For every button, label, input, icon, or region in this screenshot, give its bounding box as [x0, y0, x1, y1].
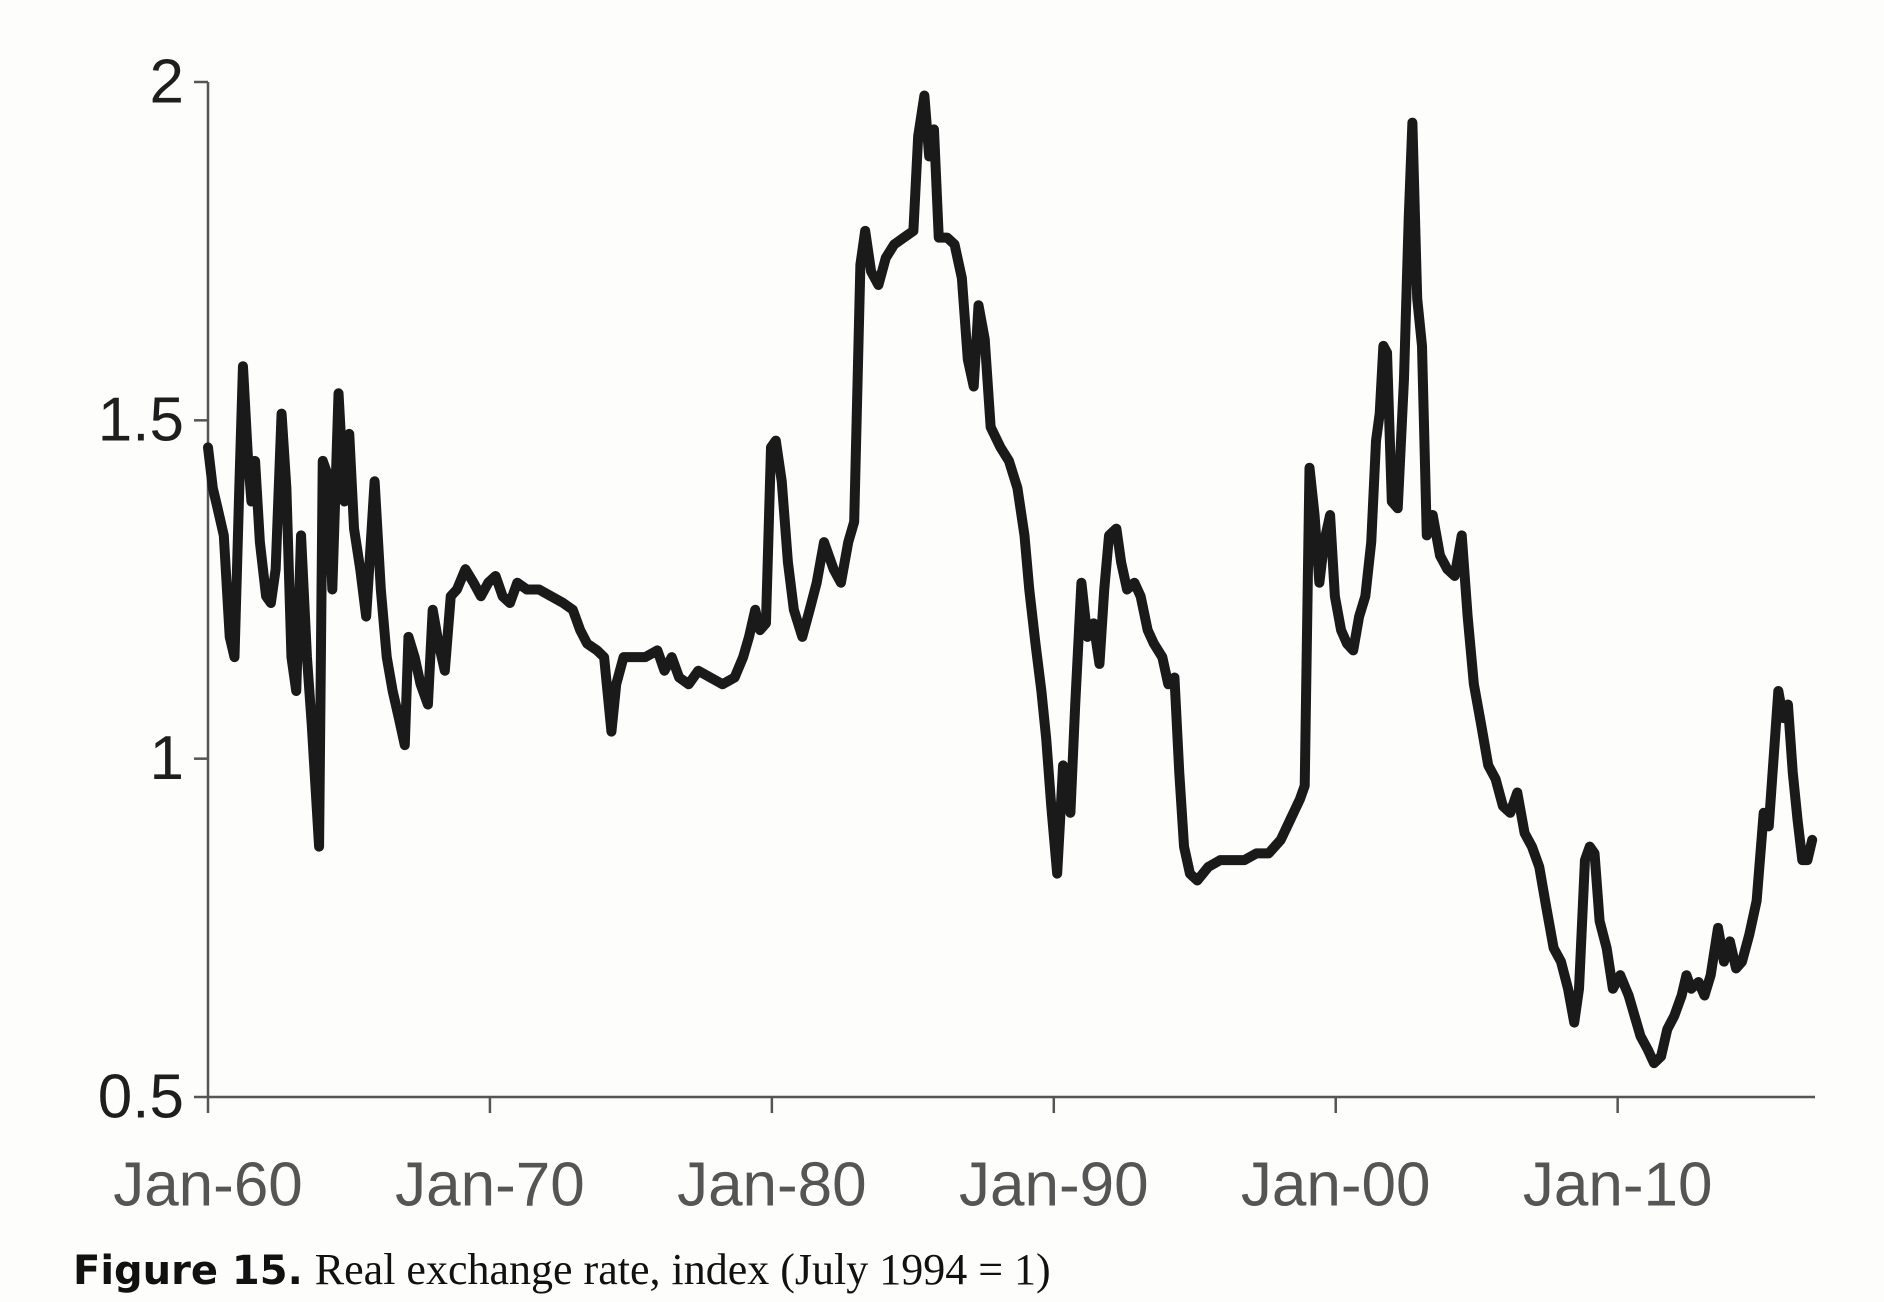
y-tick-label: 0.5 [98, 1062, 184, 1131]
data-line [203, 90, 1818, 1069]
y-tick-label: 1 [150, 724, 184, 793]
x-tick-label: Jan-10 [1523, 1150, 1713, 1219]
x-tick-label: Jan-70 [395, 1150, 585, 1219]
y-tick-label: 1.5 [98, 386, 184, 455]
x-tick-label: Jan-80 [677, 1150, 867, 1219]
x-tick-label: Jan-60 [113, 1150, 303, 1219]
x-tick-label: Jan-90 [959, 1150, 1149, 1219]
x-tick-label: Jan-00 [1241, 1150, 1431, 1219]
caption: Real exchange rate, index (July 1994 = 1… [315, 1245, 1051, 1294]
figure-label: Figure 15. [73, 1248, 303, 1294]
y-tick-label: 2 [150, 47, 184, 116]
